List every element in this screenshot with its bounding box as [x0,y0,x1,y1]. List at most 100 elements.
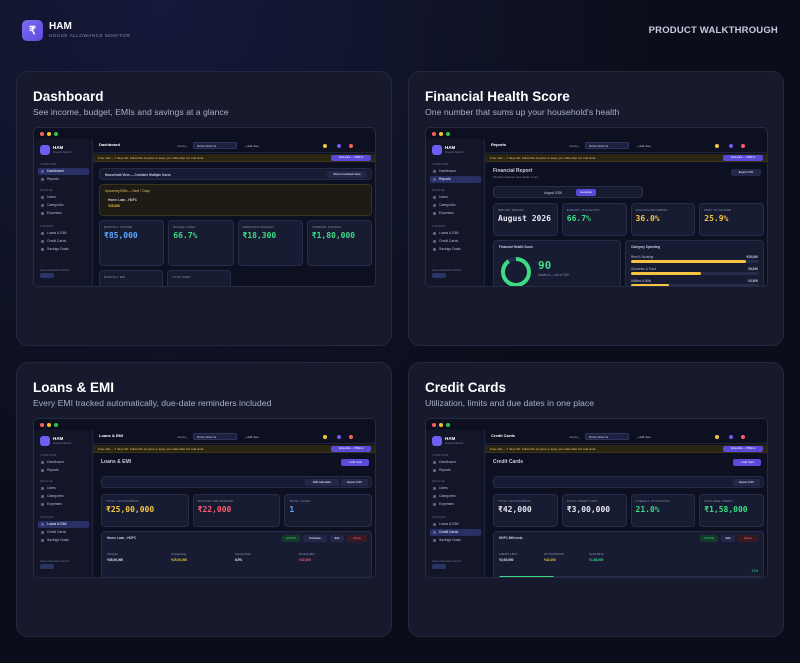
maximize-window-icon[interactable] [446,423,450,427]
sidebar-item-categories[interactable]: Categories [430,202,481,209]
user-select[interactable]: Rahul Sharma [585,142,629,149]
sidebar-item-expenses[interactable]: Expenses [430,501,481,508]
sidebar-item-credit-cards[interactable]: Credit Cards [430,238,481,245]
schedule-button[interactable]: Schedule [303,535,327,542]
notification-icon[interactable] [337,144,341,148]
sidebar-item-savings-goals[interactable]: Savings Goals [38,246,89,253]
add-user-button[interactable]: + Add User [637,435,651,439]
maximize-window-icon[interactable] [446,132,450,136]
sidebar-item-dashboard[interactable]: Dashboard [430,168,481,175]
sidebar-item-expenses[interactable]: Expenses [38,210,89,217]
export-csv-button[interactable]: Export CSV [733,479,760,486]
sidebar-item-users[interactable]: Users [430,485,481,492]
cards-heading: Credit Cards [493,459,524,465]
user-select[interactable]: Rahul Sharma [193,142,237,149]
notification-icon[interactable] [337,435,341,439]
minimize-window-icon[interactable] [47,132,51,136]
sidebar-item-dashboard[interactable]: Dashboard [38,459,89,466]
notification-icon[interactable] [729,435,733,439]
combined-view-button[interactable]: Show Combined View [327,171,367,178]
edit-button[interactable]: Edit [330,535,344,542]
delete-button[interactable]: Delete [347,535,367,542]
close-window-icon[interactable] [432,423,436,427]
sidebar-item-credit-cards[interactable]: Credit Cards [38,238,89,245]
sidebar-item-loans-emi[interactable]: Loans & EMI [38,230,89,237]
subscribe-button[interactable]: Subscribe — ₹99/mo [723,155,763,161]
maximize-window-icon[interactable] [54,132,58,136]
add-loan-button[interactable]: + Add Loan [341,459,369,466]
nav-icon [41,178,44,181]
sidebar-item-categories[interactable]: Categories [430,493,481,500]
minimize-window-icon[interactable] [439,132,443,136]
theme-icon[interactable] [323,144,327,148]
month-select[interactable]: August 2026 [544,191,562,195]
sidebar-item-users[interactable]: Users [38,194,89,201]
sidebar-item-loans-emi[interactable]: Loans & EMI [430,521,481,528]
sidebar-item-categories[interactable]: Categories [38,202,89,209]
trial-text: Free trial — 7 days left. Subscribe anyt… [98,156,205,160]
sidebar-item-users[interactable]: Users [430,194,481,201]
theme-icon[interactable] [323,435,327,439]
delete-button[interactable]: Delete [738,535,758,542]
sidebar-item-savings-goals[interactable]: Savings Goals [430,246,481,253]
export-csv-button[interactable]: Export CSV [731,169,761,176]
sidebar-item-label: Expenses [47,211,62,215]
user-select[interactable]: Rahul Sharma [193,433,237,440]
theme-icon[interactable] [715,435,719,439]
sidebar-item-dashboard[interactable]: Dashboard [430,459,481,466]
alert-icon[interactable] [741,144,745,148]
generate-button[interactable]: Generate [576,189,596,196]
page-title: Reports [491,142,507,147]
subscribe-button[interactable]: Subscribe — ₹99/mo [331,155,371,161]
theme-icon[interactable] [715,144,719,148]
sidebar-item-reports[interactable]: Reports [38,176,89,183]
metric-value: August 2026 [498,214,551,223]
metric-card: AVAILABLE CREDIT ₹1,58,000 [699,494,764,527]
sidebar-tagline: Finance Monitor [53,151,72,154]
sidebar-item-savings-goals[interactable]: Savings Goals [38,537,89,544]
sidebar-item-expenses[interactable]: Expenses [38,501,89,508]
user-select[interactable]: Rahul Sharma [585,433,629,440]
emi-calculator-button[interactable]: EMI Calculator [305,479,339,486]
sidebar-logo-icon [40,436,50,446]
category-bar [631,260,759,263]
subscribe-button[interactable]: Subscribe — ₹99/mo [331,446,371,452]
sidebar-item-expenses[interactable]: Expenses [430,210,481,217]
minimize-window-icon[interactable] [439,423,443,427]
panel-description: One number that sums up your household's… [425,107,620,117]
export-csv-button[interactable]: Export CSV [341,479,368,486]
subscribe-button[interactable]: Subscribe — ₹99/mo [723,446,763,452]
alert-icon[interactable] [349,435,353,439]
metric-card: REMAINING BUDGET ₹18,300 [237,220,303,266]
metric-card: BUDGET UTILIZATION 66.7% [561,203,627,236]
sidebar-item-categories[interactable]: Categories [38,493,89,500]
top-bar: ₹ HAM HOUSE ALLOWANCE MONITOR PRODUCT WA… [22,18,778,42]
maximize-window-icon[interactable] [54,423,58,427]
category-bar [631,284,759,286]
add-user-button[interactable]: + Add User [245,435,259,439]
sidebar-item-loans-emi[interactable]: Loans & EMI [430,230,481,237]
alert-icon[interactable] [349,144,353,148]
notification-icon[interactable] [729,144,733,148]
add-user-button[interactable]: + Add User [245,144,259,148]
close-window-icon[interactable] [432,132,436,136]
alert-icon[interactable] [741,435,745,439]
sidebar-item-reports[interactable]: Reports [430,176,481,183]
close-window-icon[interactable] [40,423,44,427]
sidebar-item-credit-cards[interactable]: Credit Cards [38,529,89,536]
trial-banner: Free trial — 7 days left. Subscribe anyt… [93,154,375,162]
sidebar-item-savings-goals[interactable]: Savings Goals [430,537,481,544]
sidebar-item-dashboard[interactable]: Dashboard [38,168,89,175]
brand-name: HAM [49,20,72,32]
edit-button[interactable]: Edit [721,535,735,542]
sidebar-section-finance: FINANCE [432,225,446,228]
add-card-button[interactable]: + Add Card [733,459,761,466]
add-user-button[interactable]: + Add User [637,144,651,148]
sidebar-item-loans-emi[interactable]: Loans & EMI [38,521,89,528]
sidebar-item-reports[interactable]: Reports [430,467,481,474]
close-window-icon[interactable] [40,132,44,136]
minimize-window-icon[interactable] [47,423,51,427]
sidebar-item-reports[interactable]: Reports [38,467,89,474]
sidebar-item-users[interactable]: Users [38,485,89,492]
sidebar-item-credit-cards[interactable]: Credit Cards [430,529,481,536]
